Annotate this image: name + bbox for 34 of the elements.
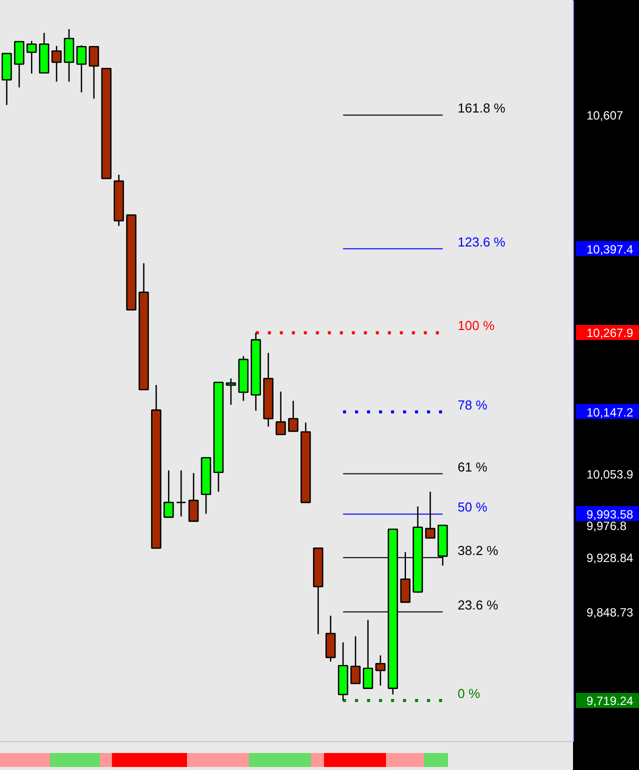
candlestick (425, 491, 436, 539)
annotation: 123.6 % (458, 234, 506, 250)
candlestick (350, 636, 361, 684)
candlestick (76, 44, 87, 94)
candlestick (362, 619, 374, 689)
y-tick-label: 10,147.2 (586, 405, 634, 420)
annotation: 0 % (458, 686, 480, 702)
candlestick (26, 40, 37, 74)
candlestick (164, 470, 174, 518)
candlestick (276, 390, 286, 436)
candlestick (51, 45, 62, 82)
candlestick (88, 46, 100, 100)
y-tick-label: 10,397.4 (586, 242, 634, 256)
annotation: 61 % (458, 459, 488, 474)
candlestick (176, 470, 186, 518)
candlestick (288, 400, 298, 432)
annotation: 78 % (458, 397, 488, 412)
y-tick-label: 10,053.9 (586, 467, 634, 482)
y-tick-label: 9,719.24 (586, 694, 634, 708)
candlestick (325, 615, 336, 662)
annotation: 23.6 % (458, 597, 499, 612)
annotation: 100 % (458, 318, 495, 334)
y-tick-label: 10,607 (586, 108, 624, 123)
candlestick (226, 378, 236, 406)
candlestick (375, 654, 386, 686)
candlestick (14, 40, 24, 88)
annotation: 161.8 % (458, 100, 506, 116)
candlestick (64, 28, 74, 82)
annotation: 50 % (458, 500, 488, 515)
annotation: 38.2 % (458, 543, 499, 558)
y-tick-label: 9,928.84 (586, 551, 634, 566)
y-tick-label: 9,848.73 (586, 605, 634, 620)
candlestick (188, 472, 199, 522)
y-tick-label: 10,267.9 (586, 326, 634, 340)
